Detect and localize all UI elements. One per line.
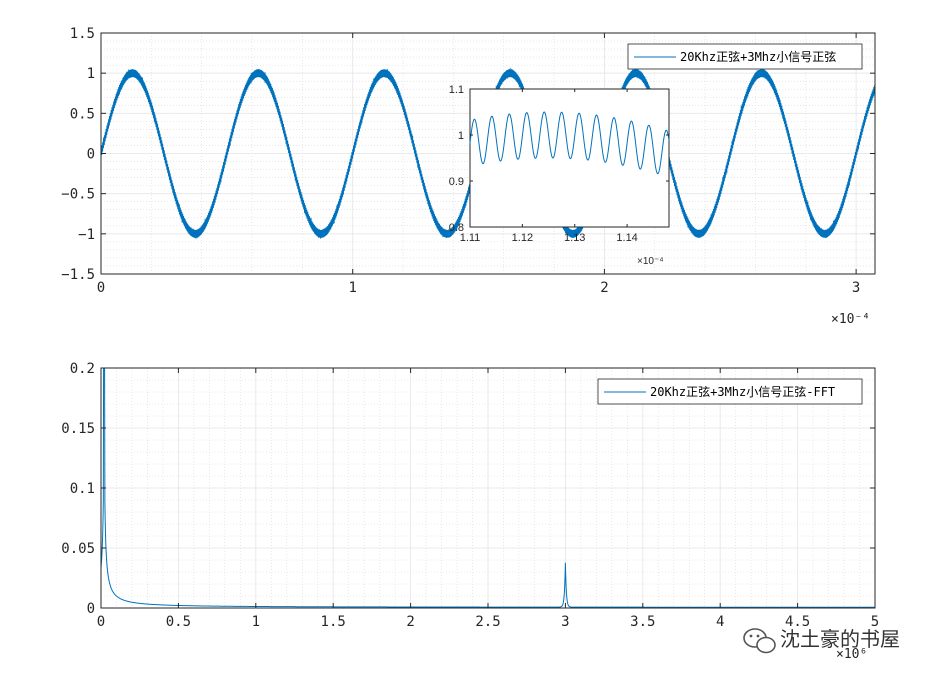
x-tick-label: 3 [561, 614, 569, 630]
y-tick-label: 0.05 [61, 541, 95, 557]
x-tick-label: 0.5 [166, 614, 191, 630]
inset-axes: 1.11 1.12 1.13 1.14 0.8 0.9 1 1.1 ×10⁻⁴ [449, 84, 670, 267]
inset-ticks: 1.11 1.12 1.13 1.14 0.8 0.9 1 1.1 [449, 84, 669, 244]
x-tick-label: 1.5 [321, 614, 346, 630]
fft-axes: 0 0.5 1 1.5 2 2.5 3 3.5 4 4.5 5 0 0.05 0.1 0.15 0.2 ×10… [61, 361, 879, 662]
x-tick-label: 3.5 [630, 614, 655, 630]
x-tick-label: 0 [97, 614, 105, 630]
y-tick-label: 0.8 [449, 222, 464, 234]
fft-legend-label: 20Khz正弦+3Mhz小信号正弦-FFT [650, 384, 835, 399]
x-tick-label: 0 [97, 280, 105, 296]
y-tick-label: 1 [458, 130, 464, 142]
x-tick-label: 2.5 [475, 614, 500, 630]
y-tick-label: 1 [87, 66, 95, 82]
y-tick-label: 1.1 [449, 84, 464, 96]
x-tick-label: 1.13 [564, 232, 585, 244]
x-tick-label: 4.5 [785, 614, 810, 630]
fft-legend: 20Khz正弦+3Mhz小信号正弦-FFT [597, 378, 863, 405]
y-tick-label: 1.5 [70, 26, 95, 42]
y-tick-label: −0.5 [61, 187, 95, 203]
x-tick-label: 1.14 [616, 232, 637, 244]
y-tick-label: −1.5 [61, 267, 95, 283]
x-tick-label: 3 [852, 280, 860, 296]
wechat-icon [743, 628, 776, 654]
x-tick-label: 5 [871, 614, 879, 630]
y-tick-label: 0.5 [70, 106, 95, 122]
x-tick-label: 1 [348, 280, 356, 296]
y-tick-label: −1 [78, 227, 95, 243]
x-tick-label: 4 [716, 614, 724, 630]
time-x-multiplier: ×10⁻⁴ [831, 312, 870, 327]
time-ticks: 0 1 2 3 −1.5 −1 −0.5 0 0.5 1 1.5 [61, 26, 875, 296]
x-tick-label: 1.12 [512, 232, 533, 244]
y-tick-label: 0 [87, 601, 95, 617]
watermark-text: 沈土豪的书屋 [780, 627, 900, 651]
time-legend-label: 20Khz正弦+3Mhz小信号正弦 [680, 49, 836, 64]
y-tick-label: 0.1 [70, 481, 95, 497]
time-legend: 20Khz正弦+3Mhz小信号正弦 [627, 43, 863, 70]
y-tick-label: 0.2 [70, 361, 95, 377]
x-tick-label: 2 [406, 614, 414, 630]
x-tick-label: 1.11 [460, 232, 481, 244]
watermark: 沈土豪的书屋 [743, 627, 900, 654]
x-tick-label: 1 [252, 614, 260, 630]
fft-ticks: 0 0.5 1 1.5 2 2.5 3 3.5 4 4.5 5 0 0.05 0.1 0.15 0.2 [61, 361, 879, 630]
y-tick-label: 0.15 [61, 421, 95, 437]
y-tick-label: 0 [87, 147, 95, 163]
time-axes: 0 1 2 3 −1.5 −1 −0.5 0 0.5 1 1.5 ×10⁻⁴ 20Khz正弦+3Mh… [61, 26, 876, 327]
inset-series-line [469, 111, 670, 175]
y-tick-label: 0.9 [449, 176, 464, 188]
inset-x-multiplier: ×10⁻⁴ [637, 256, 664, 267]
x-tick-label: 2 [600, 280, 608, 296]
fft-x-multiplier: ×10⁶ [836, 647, 867, 662]
